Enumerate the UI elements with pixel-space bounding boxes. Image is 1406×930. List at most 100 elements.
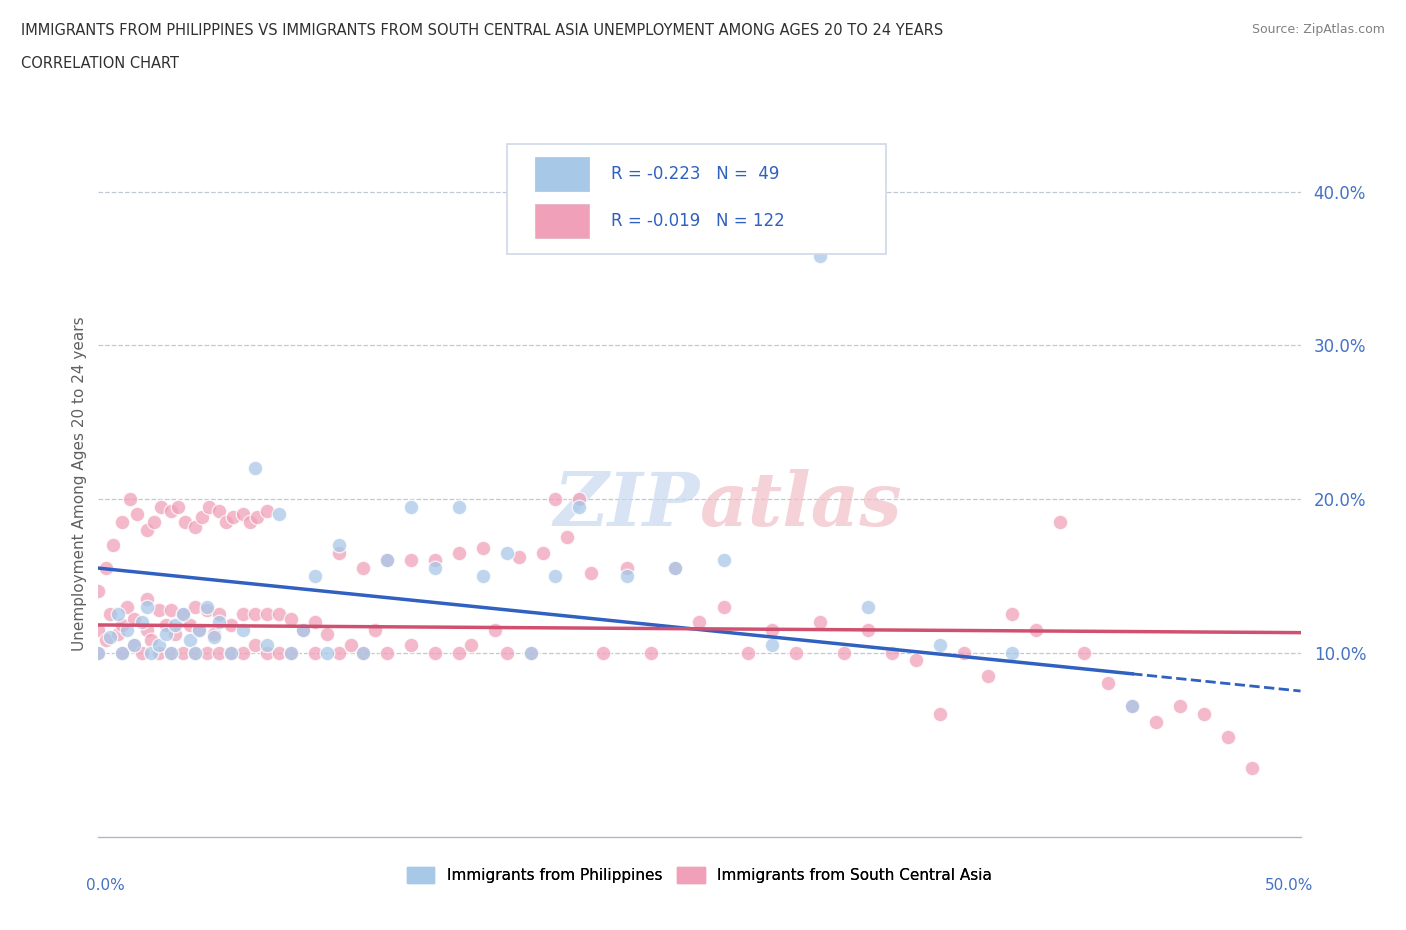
Point: [232, 606, 254, 621]
FancyBboxPatch shape: [534, 157, 589, 191]
Point: [856, 599, 879, 614]
Point: [280, 611, 302, 626]
Point: [496, 545, 519, 560]
Point: [1144, 714, 1167, 729]
Point: [198, 499, 221, 514]
Point: [520, 645, 543, 660]
Point: [592, 645, 614, 660]
Point: [1121, 699, 1143, 714]
Point: [267, 645, 290, 660]
Point: [124, 637, 146, 652]
Point: [208, 645, 231, 660]
Point: [208, 504, 231, 519]
Point: [179, 633, 201, 648]
Point: [616, 561, 638, 576]
Point: [183, 645, 205, 660]
Point: [155, 618, 177, 632]
Point: [808, 248, 831, 263]
Point: [460, 637, 482, 652]
Point: [953, 645, 976, 660]
Point: [977, 669, 1000, 684]
Point: [208, 606, 231, 621]
Point: [328, 645, 350, 660]
Point: [188, 622, 211, 637]
Point: [447, 645, 470, 660]
Point: [1025, 622, 1047, 637]
Text: atlas: atlas: [699, 469, 903, 541]
Point: [246, 510, 269, 525]
Point: [267, 507, 290, 522]
Point: [142, 514, 165, 529]
Point: [544, 568, 567, 583]
Point: [195, 599, 218, 614]
Point: [256, 645, 278, 660]
Point: [1218, 730, 1240, 745]
Point: [256, 504, 278, 519]
Point: [688, 615, 710, 630]
Point: [232, 507, 254, 522]
Point: [832, 645, 855, 660]
Point: [568, 499, 591, 514]
Point: [135, 622, 157, 637]
Point: [364, 622, 387, 637]
Point: [111, 514, 134, 529]
Text: R = -0.019   N = 122: R = -0.019 N = 122: [610, 212, 785, 230]
Point: [520, 645, 543, 660]
Point: [222, 510, 245, 525]
Point: [101, 538, 124, 552]
Point: [352, 645, 374, 660]
Point: [243, 637, 266, 652]
Point: [131, 645, 153, 660]
Point: [315, 627, 337, 642]
Point: [640, 645, 662, 660]
Point: [280, 645, 302, 660]
Point: [232, 645, 254, 660]
Point: [131, 615, 153, 630]
Point: [555, 530, 578, 545]
Point: [664, 561, 686, 576]
Point: [135, 591, 157, 606]
Point: [135, 599, 157, 614]
Point: [124, 637, 146, 652]
Point: [165, 627, 187, 642]
Point: [315, 645, 337, 660]
FancyBboxPatch shape: [508, 144, 886, 254]
Text: 0.0%: 0.0%: [86, 878, 125, 893]
Point: [256, 606, 278, 621]
Point: [352, 561, 374, 576]
Point: [928, 637, 950, 652]
Point: [107, 606, 129, 621]
Point: [159, 602, 181, 617]
Point: [117, 622, 139, 637]
Point: [148, 602, 170, 617]
Point: [117, 599, 139, 614]
Point: [148, 637, 170, 652]
Point: [713, 553, 735, 568]
Point: [304, 568, 326, 583]
Point: [928, 707, 950, 722]
Point: [87, 584, 110, 599]
Point: [159, 504, 181, 519]
Point: [179, 618, 201, 632]
Point: [375, 553, 398, 568]
Text: 50.0%: 50.0%: [1265, 878, 1313, 893]
Point: [159, 645, 181, 660]
Point: [215, 514, 238, 529]
Point: [399, 553, 422, 568]
Point: [202, 630, 225, 644]
Point: [94, 561, 117, 576]
Point: [111, 645, 134, 660]
Point: [100, 630, 122, 644]
Text: CORRELATION CHART: CORRELATION CHART: [21, 56, 179, 71]
Point: [239, 514, 262, 529]
Point: [219, 645, 242, 660]
Point: [531, 545, 554, 560]
Point: [135, 523, 157, 538]
Point: [111, 645, 134, 660]
Text: R = -0.223   N =  49: R = -0.223 N = 49: [610, 165, 779, 183]
Point: [713, 599, 735, 614]
Point: [352, 645, 374, 660]
FancyBboxPatch shape: [534, 204, 589, 238]
Point: [94, 633, 117, 648]
Point: [423, 645, 446, 660]
